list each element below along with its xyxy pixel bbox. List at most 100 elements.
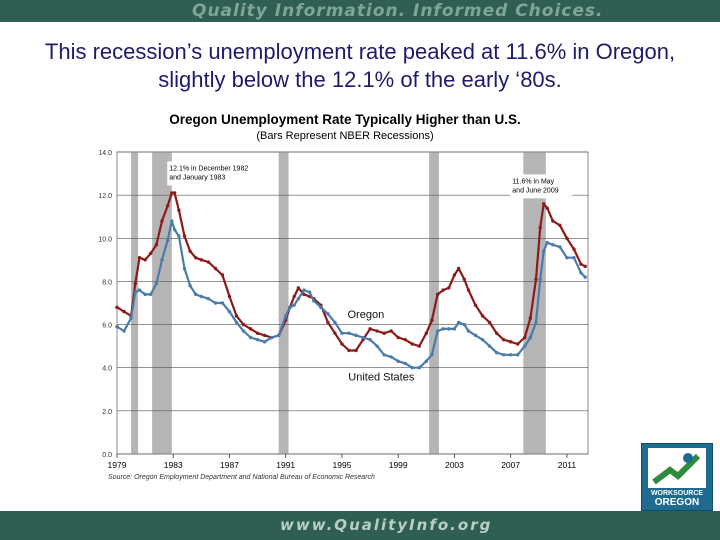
recession-bar: [278, 152, 289, 454]
data-point-us: [154, 281, 159, 286]
worksource-oregon-logo: WORKSOURCE OREGON: [641, 443, 713, 511]
data-point-oregon: [292, 294, 296, 299]
data-point-us: [188, 284, 192, 288]
data-point-oregon: [354, 348, 358, 353]
data-point-us: [307, 290, 312, 294]
data-point-oregon: [480, 314, 485, 318]
data-point-us: [312, 299, 316, 303]
data-point-oregon: [516, 342, 520, 346]
data-point-us: [447, 327, 451, 331]
data-point-oregon: [523, 335, 527, 340]
data-point-us: [255, 337, 260, 342]
logo-figure-icon: [648, 448, 706, 488]
data-point-us: [248, 335, 253, 340]
data-point-us: [368, 337, 372, 342]
data-point-us: [480, 337, 485, 342]
data-point-us: [170, 219, 174, 223]
data-point-oregon: [248, 327, 253, 331]
data-point-oregon: [396, 335, 400, 340]
x-tick-label: 1995: [332, 460, 351, 470]
data-point-oregon: [501, 337, 506, 342]
data-point-us: [403, 361, 407, 366]
y-tick-label: 0.0: [102, 452, 112, 459]
data-point-oregon: [368, 327, 372, 331]
data-point-us: [516, 353, 520, 357]
data-point-oregon: [583, 264, 587, 269]
recession-bar: [152, 152, 172, 454]
data-point-us: [410, 366, 414, 370]
data-point-oregon: [302, 292, 306, 297]
callout-box: [510, 174, 573, 199]
data-point-us: [160, 258, 164, 262]
data-point-us: [558, 245, 562, 249]
data-point-oregon: [462, 277, 466, 281]
data-point-oregon: [199, 258, 204, 262]
x-tick-label: 2003: [445, 460, 464, 470]
data-point-oregon: [137, 256, 142, 260]
callout-text: 11.6% in May: [512, 178, 554, 185]
data-point-us: [234, 320, 239, 325]
data-point-us: [375, 344, 379, 348]
data-point-us: [302, 288, 306, 292]
data-point-oregon: [435, 292, 440, 297]
y-tick-label: 2.0: [102, 409, 112, 416]
data-point-us: [466, 329, 471, 333]
series-label-label_us: United States: [348, 372, 415, 384]
data-point-us: [538, 277, 542, 281]
data-point-oregon: [508, 340, 513, 344]
data-point-oregon: [213, 266, 218, 271]
data-point-oregon: [558, 223, 562, 228]
data-point-us: [241, 329, 246, 333]
data-point-oregon: [447, 286, 451, 290]
data-point-us: [340, 331, 344, 335]
data-point-oregon: [441, 288, 445, 292]
plot-area: [116, 151, 589, 455]
data-point-us: [137, 288, 142, 292]
data-point-us: [326, 312, 330, 316]
data-point-oregon: [296, 286, 301, 290]
data-point-us: [424, 359, 429, 363]
data-point-oregon: [234, 314, 239, 318]
data-point-oregon: [528, 316, 533, 320]
data-point-us: [430, 353, 434, 357]
data-point-oregon: [534, 277, 538, 281]
data-point-us: [396, 359, 400, 363]
data-point-us: [319, 305, 323, 310]
data-point-us: [523, 344, 527, 348]
callout-text: 12.1% in December 1982: [169, 165, 248, 172]
data-point-oregon: [326, 320, 330, 325]
x-tick-label: 1999: [389, 460, 408, 470]
data-point-us: [473, 333, 478, 338]
data-point-us: [143, 292, 147, 297]
data-point-us: [213, 301, 218, 305]
data-point-us: [508, 353, 513, 357]
data-point-us: [177, 234, 181, 238]
logo-line-2: OREGON: [654, 497, 700, 508]
chart-title: Oregon Unemployment Rate Typically Highe…: [169, 112, 521, 127]
data-point-oregon: [340, 342, 344, 346]
header-band: Quality Information. Informed Choices.: [0, 0, 720, 22]
data-point-us: [452, 327, 457, 331]
data-point-oregon: [149, 251, 153, 256]
data-point-us: [542, 249, 546, 253]
y-tick-label: 12.0: [98, 193, 112, 200]
data-point-oregon: [154, 243, 159, 247]
data-point-oregon: [466, 288, 471, 292]
data-point-us: [487, 344, 492, 348]
data-point-us: [276, 333, 281, 338]
data-point-oregon: [572, 247, 576, 251]
data-point-oregon: [424, 331, 429, 335]
data-point-us: [288, 305, 292, 310]
data-point-oregon: [188, 249, 192, 253]
data-point-us: [206, 296, 211, 301]
callout-box: [167, 161, 270, 186]
data-point-us: [583, 275, 587, 279]
callout-text: and January 1983: [169, 174, 225, 181]
y-tick-label: 10.0: [98, 236, 112, 243]
data-point-us: [528, 335, 533, 340]
data-point-us: [133, 290, 137, 294]
data-point-oregon: [194, 256, 198, 260]
logo-line-1: WORKSOURCE: [650, 490, 704, 497]
footer-band: www.QualityInfo.org: [0, 511, 720, 540]
